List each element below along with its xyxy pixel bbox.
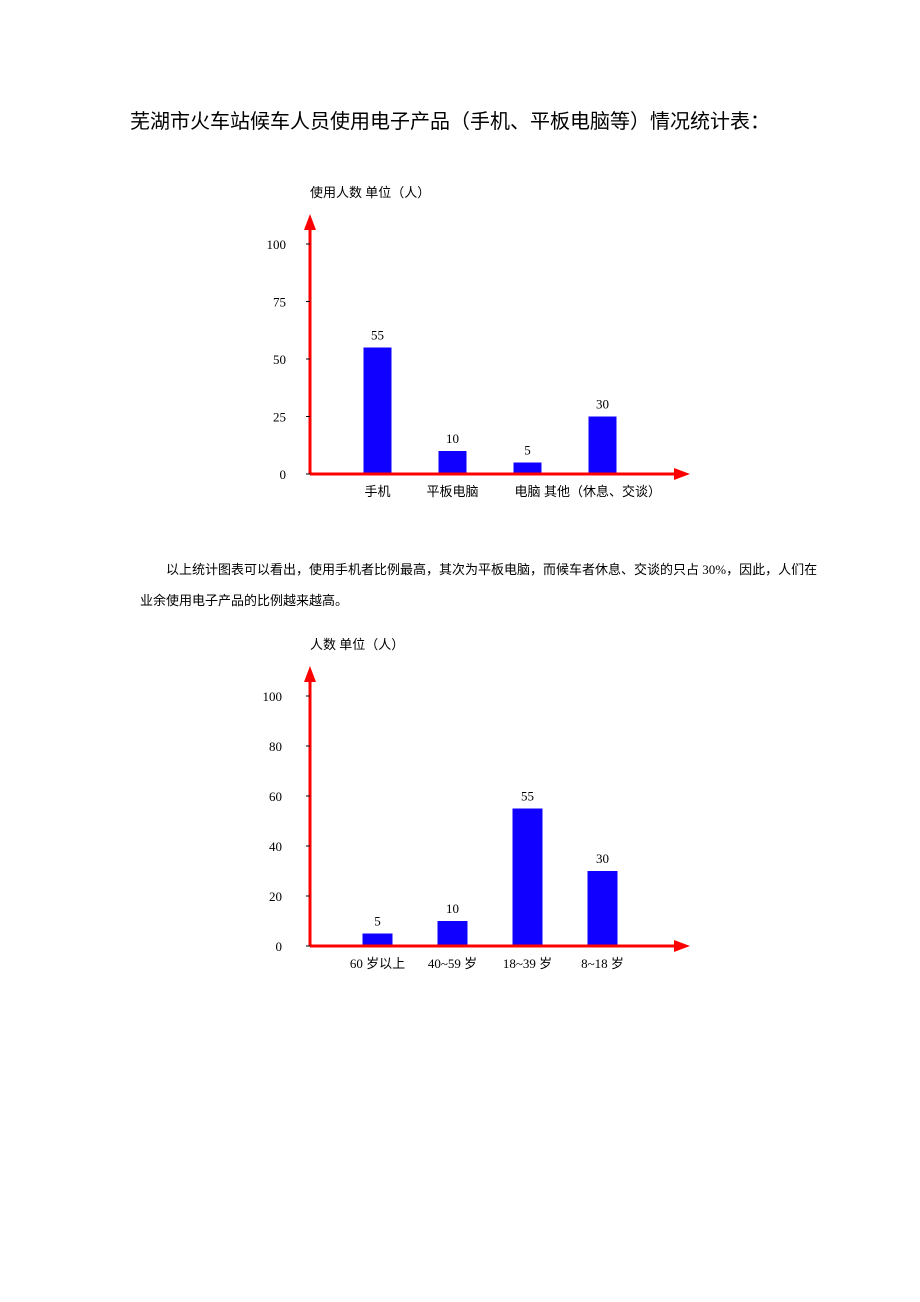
- chart-2-svg: 0 20 40 60 80 100 5 60 岁以上 10 40~59 岁 55 18~39 岁 30 8…: [230, 656, 690, 986]
- chart-bar: [588, 871, 618, 945]
- svg-text:50: 50: [273, 352, 286, 367]
- svg-text:0: 0: [276, 939, 283, 954]
- chart-bar: [439, 451, 467, 473]
- chart-value-label: 30: [596, 851, 609, 866]
- chart-bar: [513, 809, 543, 945]
- chart-category-label: 其他（休息、交谈）: [544, 484, 661, 499]
- chart-1-caption: 以上统计图表可以看出，使用手机者比例最高，其次为平板电脑，而候车者休息、交谈的只…: [140, 554, 820, 616]
- svg-text:0: 0: [280, 467, 287, 482]
- chart-value-label: 55: [371, 328, 384, 343]
- chart-1-usage-by-device: 使用人数 单位（人） 025507510055手机10平板电脑5电脑30其他（休…: [230, 204, 690, 514]
- chart-category-label: 电脑: [514, 484, 540, 499]
- svg-text:100: 100: [263, 689, 283, 704]
- chart-category-label: 平板电脑: [426, 484, 478, 499]
- document-title: 芜湖市火车站候车人员使用电子产品（手机、平板电脑等）情况统计表：: [90, 100, 830, 144]
- chart-1-y-axis-title: 使用人数 单位（人）: [310, 182, 430, 201]
- svg-text:80: 80: [269, 739, 282, 754]
- chart-value-label: 10: [446, 901, 459, 916]
- chart-1-svg: 025507510055手机10平板电脑5电脑30其他（休息、交谈）类别: [230, 204, 690, 514]
- chart-bar: [364, 348, 392, 473]
- chart-bar: [363, 934, 393, 945]
- svg-text:100: 100: [267, 237, 287, 252]
- chart-value-label: 10: [446, 431, 459, 446]
- chart-value-label: 30: [596, 397, 609, 412]
- svg-text:60: 60: [269, 789, 282, 804]
- document-page: 芜湖市火车站候车人员使用电子产品（手机、平板电脑等）情况统计表： 使用人数 单位…: [0, 0, 920, 1066]
- chart-bar: [589, 417, 617, 473]
- svg-text:75: 75: [273, 295, 286, 310]
- chart-category-label: 60 岁以上: [350, 956, 405, 971]
- svg-text:40: 40: [269, 839, 282, 854]
- chart-category-label: 手机: [364, 484, 390, 499]
- chart-category-label: 18~39 岁: [503, 956, 552, 971]
- svg-text:25: 25: [273, 410, 286, 425]
- chart-bar: [514, 463, 542, 473]
- chart-category-label: 8~18 岁: [581, 956, 624, 971]
- chart-2-y-axis-title: 人数 单位（人）: [310, 634, 404, 653]
- chart-value-label: 5: [374, 914, 381, 929]
- chart-bar: [438, 921, 468, 945]
- chart-2-usage-by-age: 人数 单位（人） 020406080100560 岁以上1040~59 岁551…: [230, 656, 690, 986]
- chart-value-label: 5: [524, 443, 531, 458]
- chart-value-label: 55: [521, 789, 534, 804]
- svg-text:20: 20: [269, 889, 282, 904]
- chart-category-label: 40~59 岁: [428, 956, 477, 971]
